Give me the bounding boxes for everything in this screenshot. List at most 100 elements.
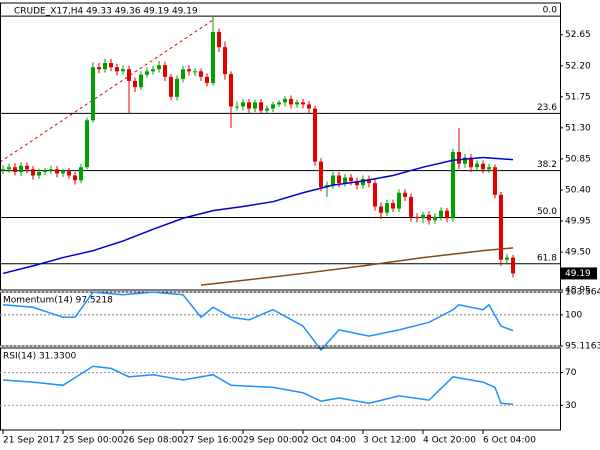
- candle-body: [355, 180, 359, 186]
- candle-body: [43, 170, 47, 173]
- candle-body: [109, 63, 113, 68]
- candle-body: [79, 167, 83, 181]
- candle-body: [85, 120, 89, 168]
- candle-body: [409, 196, 413, 217]
- candle-body: [181, 69, 185, 79]
- candle-body: [451, 152, 455, 219]
- panel-title: Momentum(14) 97.5218: [3, 296, 113, 306]
- candle-body: [163, 65, 167, 77]
- candle-body: [235, 106, 239, 108]
- candle-body: [373, 183, 377, 207]
- candle-body: [55, 169, 59, 174]
- candle-body: [37, 172, 41, 176]
- candle-body: [427, 214, 431, 221]
- y-tick-label: 103.5646: [565, 288, 600, 298]
- candle-body: [49, 169, 53, 171]
- candle-body: [331, 175, 335, 186]
- candle-body: [91, 67, 95, 121]
- candle-body: [403, 192, 407, 197]
- candle-body: [433, 216, 437, 221]
- candle-body: [277, 102, 281, 105]
- fib-label: 61.8: [537, 253, 557, 263]
- candle-body: [313, 108, 317, 162]
- candle-body: [223, 47, 227, 75]
- candle-body: [199, 71, 203, 77]
- x-tick-label: 2 Oct 04:00: [303, 436, 356, 446]
- fib-label: 50.0: [537, 207, 557, 217]
- candle-body: [283, 98, 287, 103]
- candle-body: [367, 178, 371, 184]
- y-tick-label: 49.95: [565, 217, 591, 227]
- candle-body: [301, 102, 305, 105]
- candle-body: [379, 206, 383, 213]
- y-tick-label: 50.85: [565, 154, 591, 164]
- candle-body: [217, 31, 221, 48]
- x-tick-label: 27 Sep 16:00: [183, 436, 243, 446]
- candle-body: [19, 165, 23, 173]
- candle-body: [481, 163, 485, 170]
- candle-body: [73, 175, 77, 181]
- y-tick-label: 49.50: [565, 248, 591, 258]
- y-tick-label: 95.1163: [565, 342, 600, 352]
- x-tick-label: 21 Sep 2017: [3, 436, 60, 446]
- candle-body: [187, 69, 191, 72]
- candle-body: [421, 214, 425, 219]
- candle-body: [121, 69, 125, 72]
- y-tick-label: 51.75: [565, 92, 591, 102]
- candle-body: [31, 169, 35, 176]
- candle-body: [493, 167, 497, 195]
- indicator-line: [200, 247, 514, 286]
- candle-body: [211, 31, 215, 84]
- candle-body: [391, 203, 395, 209]
- candle-body: [439, 210, 443, 217]
- y-tick-label: 48.95: [565, 286, 591, 296]
- candle-body: [169, 76, 173, 97]
- candle-body: [61, 171, 65, 174]
- candle-body: [97, 67, 101, 70]
- candle-body: [247, 102, 251, 109]
- candle-body: [175, 78, 179, 97]
- candle-body: [505, 257, 509, 260]
- panel-title: RSI(14) 31.3300: [3, 352, 76, 362]
- candle-body: [139, 74, 143, 88]
- candle-body: [349, 177, 353, 181]
- candle-body: [127, 69, 131, 81]
- collapse-icon[interactable]: [3, 8, 9, 12]
- y-tick-label: 70: [565, 368, 577, 378]
- candle-body: [343, 177, 347, 184]
- candle-body: [193, 71, 197, 73]
- candle-body: [205, 76, 209, 84]
- indicator-line: [2, 156, 514, 275]
- candle-body: [145, 71, 149, 75]
- candle-body: [67, 171, 71, 176]
- candle-body: [241, 102, 245, 107]
- x-tick-label: 29 Sep 00:00: [243, 436, 303, 446]
- candle-body: [475, 163, 479, 168]
- candle-body: [115, 67, 119, 72]
- y-tick-label: 30: [565, 401, 577, 411]
- candle-body: [457, 152, 461, 164]
- fib-label: 38.2: [537, 160, 557, 170]
- y-tick-label: 100: [565, 310, 582, 320]
- trend-line: [0, 19, 214, 163]
- candle-body: [265, 108, 269, 111]
- price-tag: [561, 267, 597, 280]
- candle-body: [103, 63, 107, 70]
- indicator-line: [2, 291, 514, 352]
- candle-body: [229, 74, 233, 107]
- candle-body: [307, 104, 311, 109]
- candle-body: [469, 157, 473, 168]
- candle-body: [7, 167, 11, 170]
- candle-body: [463, 157, 467, 164]
- candle-body: [289, 98, 293, 105]
- panel-frame: [0, 2, 561, 291]
- candle-body: [259, 102, 263, 111]
- candle-body: [397, 192, 401, 209]
- candle-body: [1, 169, 5, 171]
- candle-body: [487, 167, 491, 170]
- candle-body: [13, 167, 17, 173]
- x-tick-label: 26 Sep 08:00: [123, 436, 183, 446]
- candle-body: [337, 175, 341, 184]
